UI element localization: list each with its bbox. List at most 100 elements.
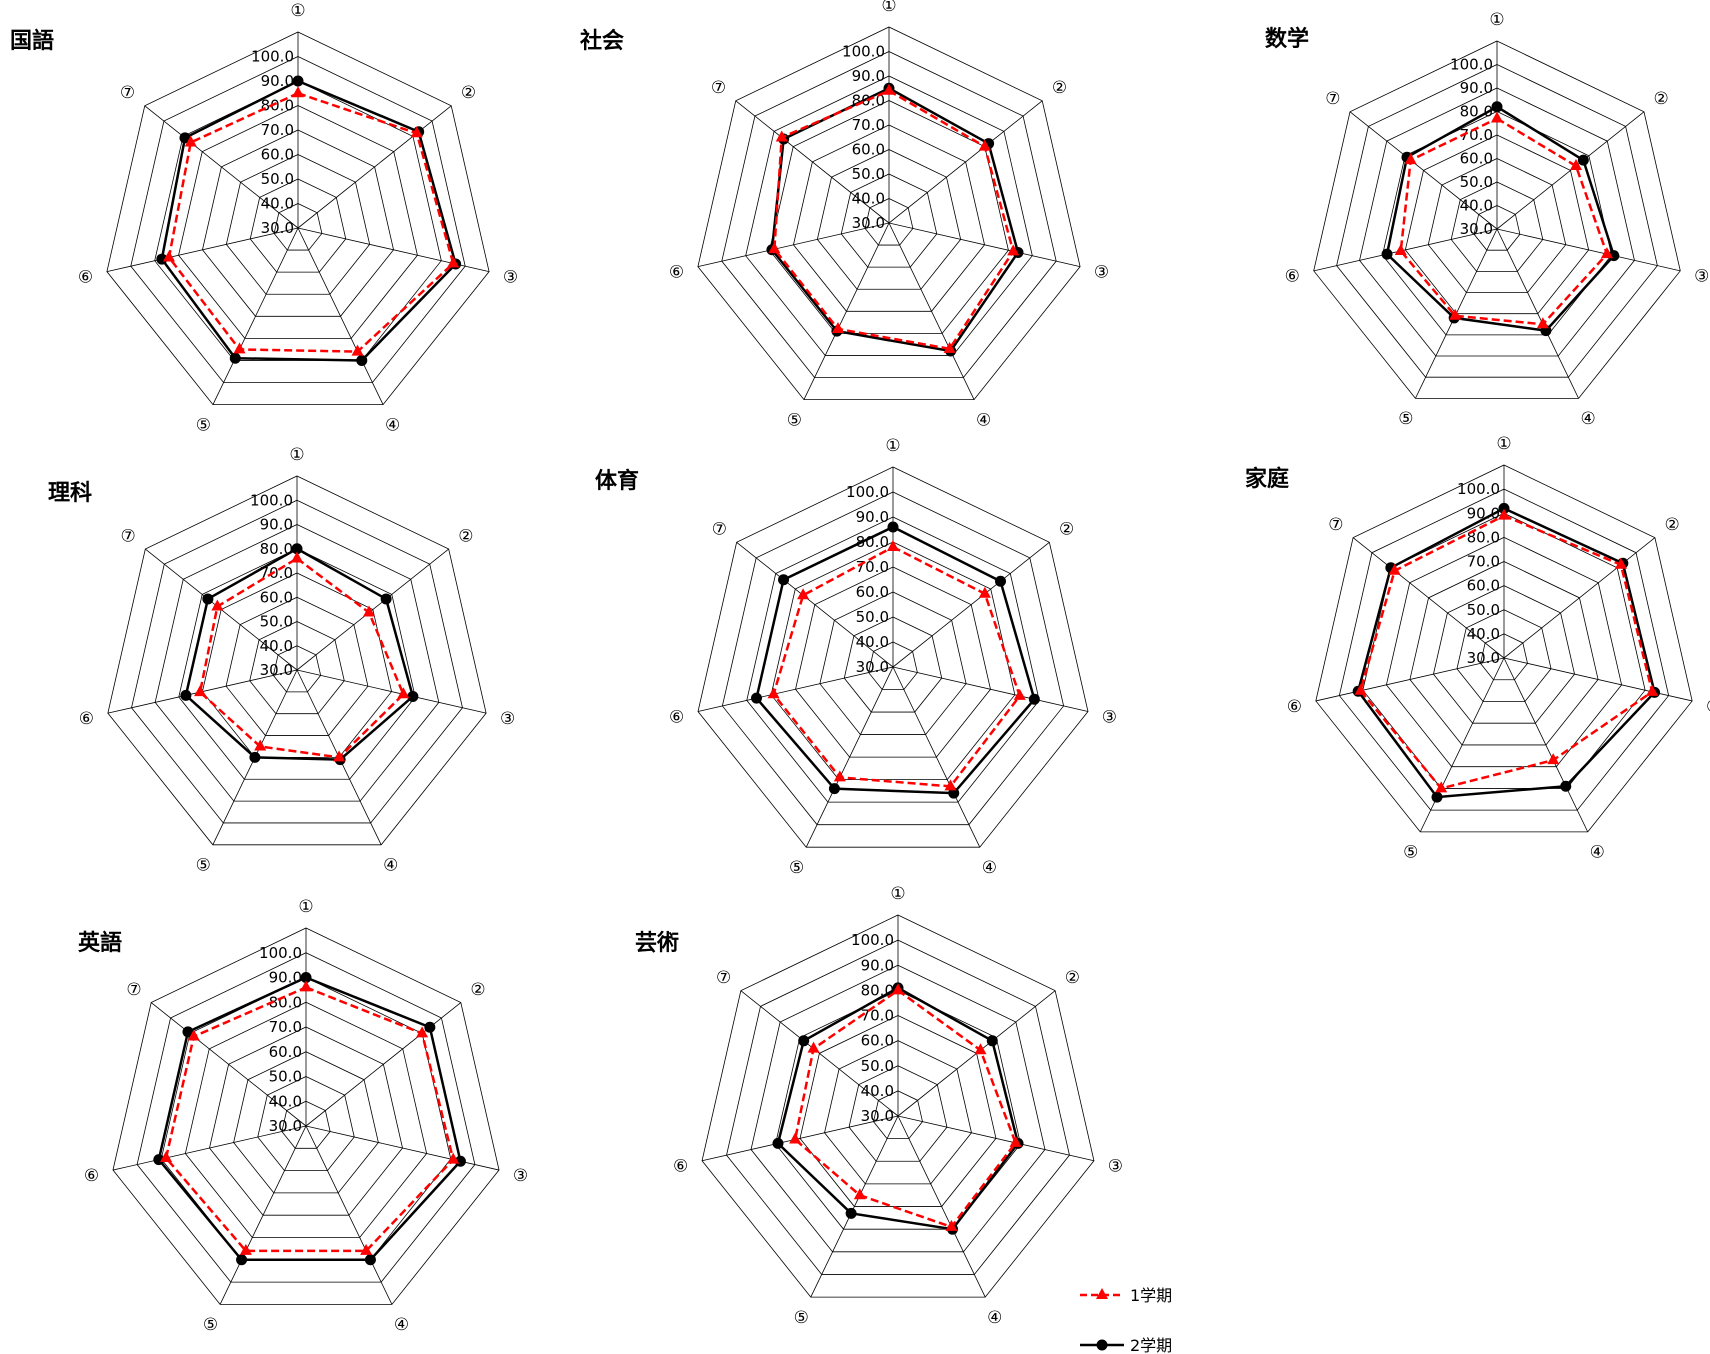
axis-label: ④ [1580, 409, 1595, 429]
tick-label: 100.0 [1457, 480, 1500, 498]
tick-label: 40.0 [856, 633, 889, 651]
grid-ring [726, 939, 1070, 1275]
data-point-circle [407, 690, 419, 702]
axis-label: ⑥ [669, 707, 684, 727]
data-point-circle [454, 1155, 466, 1167]
tick-label: 100.0 [251, 48, 294, 66]
axis-label: ⑤ [787, 410, 802, 430]
axis-spoke [106, 227, 299, 273]
tick-label: 70.0 [269, 1018, 302, 1036]
grid-ring [136, 952, 476, 1283]
data-point-circle [1028, 693, 1040, 705]
data-point-circle [948, 787, 960, 799]
axis-spoke [1419, 657, 1505, 833]
tick-label: 90.0 [861, 956, 894, 974]
tick-label: 30.0 [269, 1117, 302, 1135]
series-line-1 [1359, 514, 1654, 790]
axis-spoke [888, 222, 1081, 268]
grid-ring [1427, 158, 1567, 293]
tick-label: 80.0 [1460, 103, 1493, 121]
axis-label: ① [885, 436, 900, 456]
axis-label: ③ [1108, 1157, 1123, 1177]
series-line-1 [793, 988, 1017, 1229]
axis-spoke [296, 548, 449, 671]
series-line-2 [1356, 507, 1656, 799]
grid-ring [1480, 633, 1528, 681]
data-point-circle [1491, 101, 1503, 113]
data-point-circle [995, 575, 1007, 587]
axis-label: ⑦ [1328, 515, 1343, 535]
tick-label: 90.0 [269, 969, 302, 987]
data-point-triangle [833, 770, 846, 782]
radar-chart-5: 30.0 40.0 50.0 60.0 70.0 80.0 90.0 100.0 ① ② ③ ④ ⑤ ⑥ ⑦… [595, 436, 1117, 878]
series-line-2 [184, 547, 415, 761]
tick-label: 100.0 [259, 944, 302, 962]
axis-spoke [697, 666, 894, 712]
grid-ring [130, 56, 466, 383]
data-point-triangle [397, 687, 410, 699]
axis-spoke [219, 1125, 307, 1305]
chart-title: 国語 [10, 28, 54, 54]
series-line-1 [1399, 117, 1609, 326]
data-point-circle [1431, 791, 1443, 803]
data-point-triangle [187, 1029, 200, 1041]
axis-label: ① [298, 897, 313, 917]
tick-label: 60.0 [861, 1032, 894, 1050]
data-point-circle [249, 751, 261, 763]
axis-spoke [1313, 228, 1498, 272]
axis-label: ③ [513, 1166, 528, 1186]
axis-label: ⑦ [711, 78, 726, 98]
axis-spoke [150, 1002, 307, 1127]
grid-ring [819, 591, 967, 735]
axis-spoke [305, 1125, 393, 1305]
data-point-triangle [160, 1150, 173, 1162]
grid-ring [184, 1001, 428, 1238]
data-point-triangle [1404, 153, 1417, 165]
axis-spoke [735, 100, 890, 224]
data-point-triangle [292, 86, 304, 98]
data-point-triangle [797, 588, 810, 600]
tick-label: 70.0 [1460, 126, 1493, 144]
data-point-triangle [945, 1219, 958, 1231]
axis-label: ② [1065, 968, 1080, 988]
data-point-triangle [363, 605, 376, 617]
grid-ring [257, 1076, 355, 1171]
tick-label: 90.0 [260, 516, 293, 534]
axis-spoke [1349, 111, 1498, 230]
axis-spoke [888, 222, 975, 400]
tick-label: 100.0 [846, 483, 889, 501]
radar-chart-4: 30.0 40.0 50.0 60.0 70.0 80.0 90.0 100.0 ① ② ③ ④ ⑤ ⑥ ⑦… [48, 445, 515, 876]
tick-label: 50.0 [261, 170, 294, 188]
axis-label: ② [1664, 515, 1679, 535]
axis-label: ⑦ [712, 520, 727, 540]
tick-label: 30.0 [260, 661, 293, 679]
grid-ring [745, 75, 1033, 356]
data-point-circle [292, 75, 304, 87]
grid-ring [249, 178, 347, 273]
data-point-triangle [194, 685, 207, 697]
data-point-triangle [944, 779, 957, 791]
radar-chart-6: 30.0 40.0 50.0 60.0 70.0 80.0 90.0 100.0 ① ② ③ ④ ⑤ ⑥ ⑦… [1245, 434, 1710, 863]
data-point-circle [424, 1021, 436, 1033]
grid-ring [131, 499, 463, 824]
axis-label: ⑥ [673, 1157, 688, 1177]
axis-label: ⑥ [1287, 697, 1302, 717]
grid-ring [843, 616, 943, 713]
chart-title: 芸術 [635, 930, 679, 956]
tick-label: 70.0 [260, 564, 293, 582]
grid-ring [697, 26, 1081, 400]
tick-label: 90.0 [856, 508, 889, 526]
axis-spoke [697, 222, 890, 268]
axis-spoke [1496, 228, 1681, 272]
axis-spoke [112, 1125, 307, 1171]
radar-chart-1: 30.0 40.0 50.0 60.0 70.0 80.0 90.0 100.0 ① ② ③ ④ ⑤ ⑥ ⑦… [10, 1, 518, 435]
data-point-triangle [1600, 247, 1613, 259]
axis-label: ⑤ [789, 858, 804, 878]
data-point-circle [153, 1154, 165, 1166]
data-point-triangle [892, 983, 904, 995]
axis-spoke [1315, 657, 1505, 702]
grid-ring [154, 524, 440, 802]
legend-marker-circle [1096, 1339, 1108, 1351]
axis-label: ⑦ [120, 526, 135, 546]
grid-ring [202, 129, 394, 317]
